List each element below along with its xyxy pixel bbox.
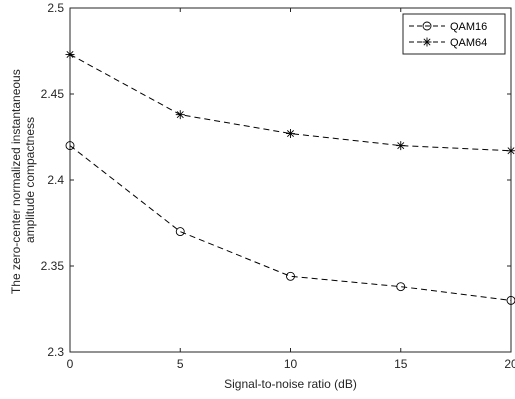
x-tick-label: 20 (504, 357, 515, 371)
point-qam64-stroke (286, 130, 295, 138)
point-qam64-stroke (176, 111, 184, 119)
legend-asterisk-stroke (423, 38, 431, 46)
legend-label-qam64: QAM64 (450, 37, 487, 49)
point-qam64 (175, 110, 185, 120)
legend-marker-asterisk (422, 37, 432, 47)
y-axis-label: The zero-center normalized instantaneous… (9, 66, 37, 294)
legend-asterisk (422, 37, 432, 47)
y-tick-label: 2.3 (47, 345, 64, 359)
point-qam16 (65, 141, 75, 151)
legend: QAM16 QAM64 (402, 13, 506, 55)
point-qam64-stroke (66, 50, 74, 58)
x-tick-label: 10 (284, 357, 298, 371)
point-qam16 (396, 282, 406, 292)
point-qam16 (286, 271, 295, 281)
y-axis-ticks: 2.3 2.35 2.4 2.45 2.5 (41, 1, 511, 359)
legend-box (402, 13, 506, 55)
point-qam64-stroke (397, 142, 405, 150)
point-qam64-stroke (507, 147, 515, 155)
y-tick-label: 2.4 (47, 173, 64, 187)
x-tick-label: 15 (394, 357, 408, 371)
y-axis-label-line-1: The zero-center normalized instantaneous (9, 69, 23, 294)
point-qam64 (286, 129, 295, 139)
series-line-qam16 (69, 145, 512, 301)
x-axis-ticks: 0 5 10 15 20 (67, 8, 515, 371)
point-qam64 (396, 141, 406, 151)
point-qam64 (506, 146, 515, 156)
x-tick-label: 5 (177, 357, 184, 371)
legend-marker-circle (422, 21, 432, 31)
point-qam16 (506, 295, 515, 305)
y-tick-label: 2.5 (47, 1, 64, 15)
y-tick-label: 2.45 (41, 87, 65, 101)
y-tick-label: 2.35 (41, 259, 65, 273)
point-qam16 (175, 227, 185, 237)
y-axis-label-line-2: amplitude compactness (23, 117, 37, 243)
series-line-qam64 (69, 54, 512, 152)
series-layer (65, 49, 515, 305)
legend-label-qam16: QAM16 (450, 21, 487, 33)
point-qam64 (65, 49, 75, 59)
x-tick-label: 0 (67, 357, 74, 371)
plot-area (69, 7, 512, 353)
x-axis-label: Signal-to-noise ratio (dB) (224, 377, 357, 391)
